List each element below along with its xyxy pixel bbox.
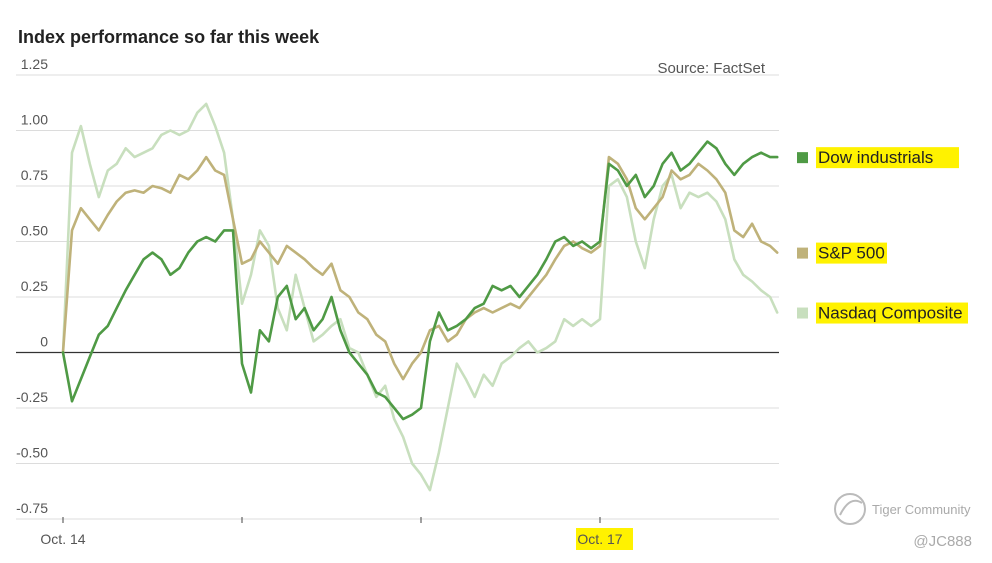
watermark: Tiger Community @JC888 xyxy=(834,493,972,550)
legend-swatch-s-p-500 xyxy=(797,247,808,259)
x-tick-label: Oct. 17 xyxy=(577,531,622,547)
y-tick-label: -0.75 xyxy=(16,500,48,516)
tiger-logo-icon xyxy=(834,493,866,525)
grid xyxy=(16,74,779,520)
y-tick-label: 0.25 xyxy=(21,278,48,294)
watermark-handle: @JC888 xyxy=(913,533,972,550)
watermark-brand: Tiger Community xyxy=(872,502,971,517)
chart-source: Source: FactSet xyxy=(657,60,765,77)
series-lines xyxy=(61,102,779,492)
legend-label-s-p-500: S&P 500 xyxy=(818,244,885,263)
y-tick-label: 1.25 xyxy=(21,56,48,72)
legend-highlight-dow-industrials xyxy=(816,147,959,169)
legend-highlight-s-p-500 xyxy=(816,242,887,264)
legend-swatch-nasdaq-composite xyxy=(797,307,808,319)
legend-highlight-nasdaq-composite xyxy=(816,302,968,324)
tiger-logo-stroke xyxy=(839,499,863,516)
y-tick-label: -0.25 xyxy=(16,389,48,405)
y-tick-label: -0.50 xyxy=(16,445,48,461)
y-tick-label: 0.75 xyxy=(21,167,48,183)
series-line-dow-industrials xyxy=(61,140,779,421)
chart-title: Index performance so far this week xyxy=(18,27,320,47)
y-tick-label: 0 xyxy=(40,334,48,350)
legend: Dow industrials S&P 500 Nasdaq Composite xyxy=(797,147,968,324)
x-label-highlight xyxy=(576,528,633,550)
legend-label-nasdaq-composite: Nasdaq Composite xyxy=(818,304,963,323)
y-axis-ticks: 1.25 1.00 0.75 0.50 0.25 0 -0.25 -0.50 -0.75 xyxy=(16,56,48,516)
series-line-s-p-500 xyxy=(61,155,779,381)
series-line-nasdaq-composite xyxy=(61,102,779,492)
legend-swatch-dow-industrials xyxy=(797,152,808,164)
y-tick-label: 0.50 xyxy=(21,223,48,239)
legend-label-dow-industrials: Dow industrials xyxy=(818,148,933,167)
x-tick-label: Oct. 14 xyxy=(40,531,85,547)
x-axis: Oct. 14 Oct. 17 xyxy=(40,517,633,550)
y-tick-label: 1.00 xyxy=(21,112,48,128)
